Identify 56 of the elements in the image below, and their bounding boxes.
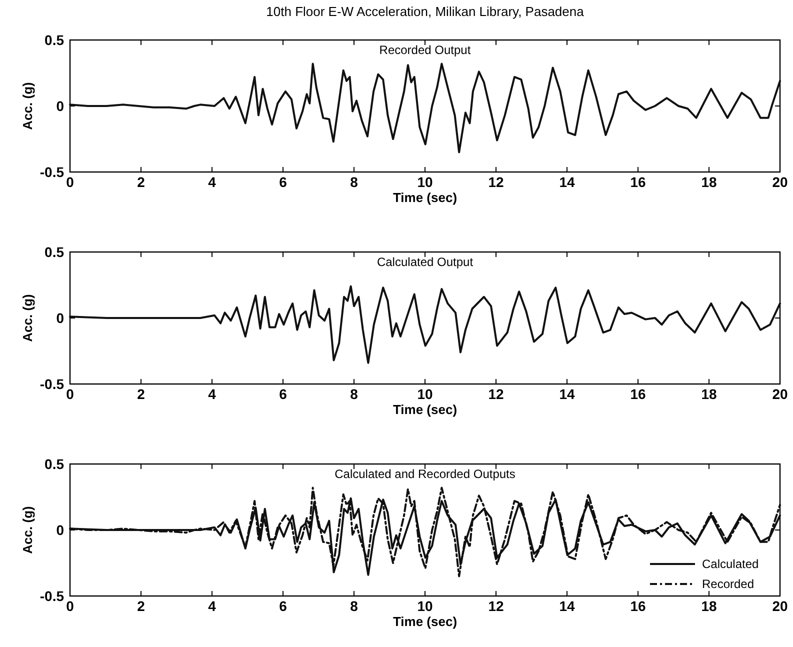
x-tick-label: 4: [208, 174, 216, 190]
x-tick-label: 6: [279, 386, 288, 402]
x-tick-label: 6: [279, 174, 288, 190]
x-tick-label: 0: [66, 386, 74, 402]
y-tick-label: -0.5: [40, 376, 64, 392]
x-tick-label: 6: [279, 598, 288, 614]
x-tick-label: 4: [208, 386, 216, 402]
y-tick-label: 0: [56, 522, 64, 538]
x-tick-label: 14: [559, 598, 575, 614]
chart-title: 10th Floor E-W Acceleration, Milikan Library, Pasadena: [266, 4, 585, 19]
x-tick-label: 8: [350, 386, 358, 402]
y-tick-label: 0.5: [44, 244, 64, 260]
legend-label: Recorded: [702, 577, 754, 591]
x-tick-label: 18: [701, 174, 717, 190]
y-axis-title: Acc. (g): [20, 82, 35, 130]
x-tick-label: 0: [66, 598, 74, 614]
x-axis-title: Time (sec): [392, 190, 458, 205]
x-tick-label: 14: [559, 386, 575, 402]
x-tick-label: 8: [350, 598, 358, 614]
x-tick-label: 2: [137, 386, 146, 402]
line-series: [69, 285, 781, 364]
chart-subtitle: Calculated Output: [376, 255, 474, 269]
y-axis-title: Acc. (g): [20, 506, 35, 554]
x-tick-label: 2: [137, 598, 146, 614]
x-axis-title: Time (sec): [392, 402, 458, 417]
x-tick-label: 20: [772, 386, 788, 402]
x-tick-label: 16: [630, 386, 646, 402]
x-tick-label: 12: [488, 174, 504, 190]
y-tick-label: 0: [56, 310, 64, 326]
x-axis-title: Time (sec): [392, 614, 458, 629]
x-tick-label: 20: [772, 598, 788, 614]
x-tick-label: 12: [488, 598, 504, 614]
x-tick-label: 2: [137, 174, 146, 190]
chart-subtitle: Recorded Output: [379, 43, 472, 57]
x-tick-label: 8: [350, 174, 358, 190]
y-axis-title: Acc. (g): [20, 294, 35, 342]
x-tick-label: 4: [208, 598, 216, 614]
x-tick-label: 14: [559, 174, 575, 190]
x-tick-label: 18: [701, 386, 717, 402]
x-tick-label: 18: [701, 598, 717, 614]
x-tick-label: 16: [630, 174, 646, 190]
y-tick-label: -0.5: [40, 588, 64, 604]
x-tick-label: 12: [488, 386, 504, 402]
y-tick-label: 0.5: [44, 456, 64, 472]
y-tick-label: 0: [56, 98, 64, 114]
y-tick-label: -0.5: [40, 164, 64, 180]
x-tick-label: 10: [417, 174, 433, 190]
legend-label: Calculated: [702, 557, 759, 571]
x-tick-label: 0: [66, 174, 74, 190]
y-tick-label: 0.5: [44, 32, 64, 48]
line-series: [69, 62, 781, 154]
x-tick-label: 16: [630, 598, 646, 614]
x-tick-label: 10: [417, 598, 433, 614]
chart-subtitle: Calculated and Recorded Outputs: [334, 467, 516, 481]
x-tick-label: 20: [772, 174, 788, 190]
x-tick-label: 10: [417, 386, 433, 402]
